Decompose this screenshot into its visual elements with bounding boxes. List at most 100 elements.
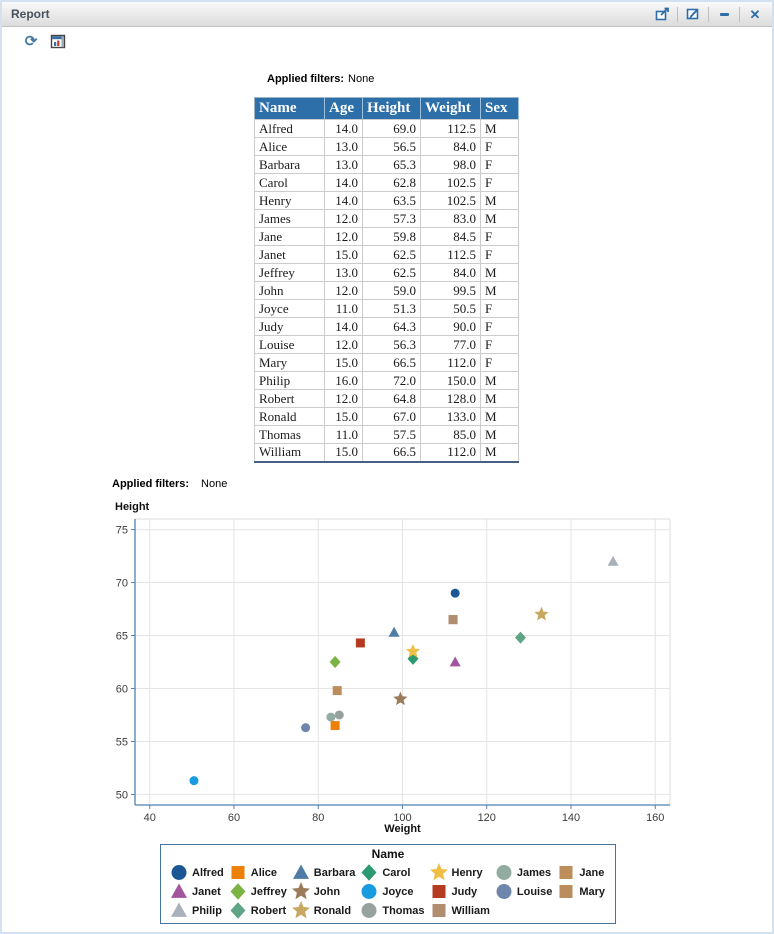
edit-pencil-icon	[686, 8, 699, 20]
legend-entry-joyce[interactable]: Joyce	[359, 882, 424, 901]
table-header: Name Age Height Weight Sex	[254, 97, 519, 120]
cell-age: 13.0	[324, 263, 363, 282]
legend-entry-janet[interactable]: Janet	[169, 882, 224, 901]
close-button[interactable]: ✕	[744, 5, 766, 24]
legend-label: Mary	[579, 885, 605, 898]
legend-entry-jeffrey[interactable]: Jeffrey	[228, 882, 287, 901]
cell-weight: 112.5	[420, 245, 481, 264]
table-row-judy[interactable]: Judy 14.0 64.3 90.0 F	[254, 317, 519, 336]
cell-name: Alice	[254, 137, 325, 156]
legend-entry-alfred[interactable]: Alfred	[169, 863, 224, 882]
data-point-judy[interactable]	[355, 638, 365, 648]
window-titlebar: Report	[2, 2, 772, 27]
table-row-louise[interactable]: Louise 12.0 56.3 77.0 F	[254, 335, 519, 354]
cell-age: 11.0	[324, 425, 363, 444]
data-point-henry[interactable]	[405, 643, 421, 658]
cell-age: 15.0	[324, 245, 363, 264]
data-point-john[interactable]	[393, 691, 408, 706]
table-row-janet[interactable]: Janet 15.0 62.5 112.5 F	[254, 245, 519, 264]
circle-marker-icon	[361, 884, 377, 899]
legend-entry-james[interactable]: James	[494, 863, 552, 882]
table-row-william[interactable]: William 15.0 66.5 112.0 M	[254, 443, 519, 462]
cell-height: 62.5	[362, 245, 421, 264]
cell-height: 64.3	[362, 317, 421, 336]
table-row-robert[interactable]: Robert 12.0 64.8 128.0 M	[254, 389, 519, 408]
minimize-button[interactable]	[713, 5, 735, 24]
cell-age: 13.0	[324, 137, 363, 156]
chart-applied-filters: Applied filters: None	[112, 478, 227, 490]
report-view-button[interactable]	[49, 32, 67, 50]
data-point-ronald[interactable]	[534, 606, 549, 621]
cell-name: William	[254, 443, 325, 462]
legend-entry-henry[interactable]: Henry	[429, 863, 490, 882]
table-applied-filters: Applied filters: None	[267, 73, 374, 85]
table-row-barbara[interactable]: Barbara 13.0 65.3 98.0 F	[254, 155, 519, 174]
legend-label: Alice	[250, 866, 278, 879]
cell-name: Henry	[254, 191, 325, 210]
column-header-sex[interactable]: Sex	[480, 97, 519, 120]
table-row-alice[interactable]: Alice 13.0 56.5 84.0 F	[254, 137, 519, 156]
legend-entry-carol[interactable]: Carol	[359, 863, 424, 882]
cell-age: 16.0	[324, 371, 363, 390]
open-in-new-window-button[interactable]	[651, 5, 673, 24]
data-point-janet[interactable]	[449, 656, 461, 667]
legend-entry-judy[interactable]: Judy	[429, 882, 490, 901]
data-point-alice[interactable]	[330, 721, 340, 731]
table-row-thomas[interactable]: Thomas 11.0 57.5 85.0 M	[254, 425, 519, 444]
cell-age: 14.0	[324, 119, 363, 138]
edit-report-button[interactable]	[682, 5, 704, 24]
data-point-robert[interactable]	[515, 631, 526, 644]
legend-entry-john[interactable]: John	[291, 882, 356, 901]
cell-name: Carol	[254, 173, 325, 192]
table-row-john[interactable]: John 12.0 59.0 99.5 M	[254, 281, 519, 300]
legend-entry-mary[interactable]: Mary	[556, 882, 605, 901]
legend-entry-robert[interactable]: Robert	[228, 901, 287, 920]
column-header-weight[interactable]: Weight	[420, 97, 481, 120]
refresh-button[interactable]: ⟳	[22, 32, 40, 50]
table-row-philip[interactable]: Philip 16.0 72.0 150.0 M	[254, 371, 519, 390]
legend-entry-barbara[interactable]: Barbara	[291, 863, 355, 882]
legend-entry-louise[interactable]: Louise	[494, 882, 552, 901]
cell-sex: F	[480, 335, 519, 354]
legend-label: Jeffrey	[250, 885, 287, 898]
table-row-joyce[interactable]: Joyce 11.0 51.3 50.5 F	[254, 299, 519, 318]
data-point-joyce[interactable]	[189, 776, 199, 786]
legend-label: Alfred	[192, 866, 224, 879]
legend-entry-jane[interactable]: Jane	[556, 863, 605, 882]
table-row-ronald[interactable]: Ronald 15.0 67.0 133.0 M	[254, 407, 519, 426]
data-point-james[interactable]	[326, 712, 336, 722]
legend-entry-thomas[interactable]: Thomas	[359, 901, 425, 920]
table-row-jane[interactable]: Jane 12.0 59.8 84.5 F	[254, 227, 519, 246]
y-tick-label: 75	[116, 525, 128, 537]
diamond-marker-icon	[230, 883, 246, 900]
legend-entry-philip[interactable]: Philip	[169, 901, 224, 920]
class-data-table: Name Age Height Weight Sex Alfred 14.0 69.0 112…	[254, 97, 519, 463]
column-header-name[interactable]: Name	[254, 97, 325, 120]
cell-age: 11.0	[324, 299, 363, 318]
data-point-william[interactable]	[448, 615, 458, 625]
cell-height: 51.3	[362, 299, 421, 318]
cell-name: Barbara	[254, 155, 325, 174]
data-point-alfred[interactable]	[450, 588, 460, 598]
legend-label: Louise	[516, 885, 553, 898]
legend-entry-alice[interactable]: Alice	[228, 863, 287, 882]
table-row-henry[interactable]: Henry 14.0 63.5 102.5 M	[254, 191, 519, 210]
column-header-height[interactable]: Height	[362, 97, 421, 120]
legend-entry-ronald[interactable]: Ronald	[291, 901, 356, 920]
table-row-alfred[interactable]: Alfred 14.0 69.0 112.5 M	[254, 119, 519, 138]
square-marker-icon	[559, 866, 573, 879]
data-point-louise[interactable]	[301, 723, 311, 733]
cell-height: 69.0	[362, 119, 421, 138]
data-point-jane[interactable]	[332, 686, 342, 696]
table-row-mary[interactable]: Mary 15.0 66.5 112.0 F	[254, 353, 519, 372]
data-point-philip[interactable]	[607, 555, 619, 566]
legend-entry-william[interactable]: William	[429, 901, 490, 920]
table-row-carol[interactable]: Carol 14.0 62.8 102.5 F	[254, 173, 519, 192]
data-point-jeffrey[interactable]	[329, 655, 341, 669]
column-header-age[interactable]: Age	[324, 97, 363, 120]
table-row-jeffrey[interactable]: Jeffrey 13.0 62.5 84.0 M	[254, 263, 519, 282]
table-row-james[interactable]: James 12.0 57.3 83.0 M	[254, 209, 519, 228]
data-point-barbara[interactable]	[388, 626, 400, 637]
cell-weight: 99.5	[420, 281, 481, 300]
data-point-thomas[interactable]	[334, 710, 344, 720]
